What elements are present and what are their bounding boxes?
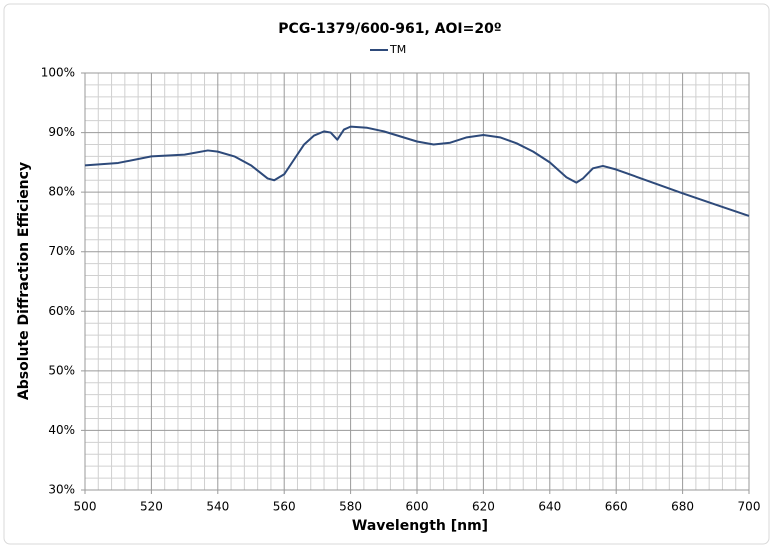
chart-title: PCG-1379/600-961, AOI=20º [278, 21, 502, 37]
y-tick-label: 80% [48, 185, 75, 199]
x-tick-label: 660 [605, 500, 628, 514]
x-tick-label: 580 [339, 500, 362, 514]
y-axis-label: Absolute Diffraction Efficiency [16, 162, 32, 400]
x-tick-label: 560 [273, 500, 296, 514]
x-tick-label: 640 [538, 500, 561, 514]
x-tick-label: 540 [206, 500, 229, 514]
y-tick-label: 90% [48, 125, 75, 139]
x-tick-label: 680 [671, 500, 694, 514]
y-tick-label: 70% [48, 244, 75, 258]
y-tick-label: 60% [48, 304, 75, 318]
x-tick-label: 500 [74, 500, 97, 514]
y-tick-label: 50% [48, 363, 75, 377]
data-line [84, 125, 750, 217]
chart-frame [3, 3, 770, 545]
x-tick-label: 620 [472, 500, 495, 514]
legend-label: TM [389, 43, 406, 56]
plot-border [84, 72, 750, 491]
x-tick-label: 700 [738, 500, 761, 514]
y-tick-label: 40% [48, 423, 75, 437]
x-tick-label: 520 [140, 500, 163, 514]
x-axis-label: Wavelength [nm] [352, 518, 488, 534]
y-tick-label: 30% [48, 483, 75, 497]
y-tick-label: 100% [41, 66, 75, 80]
x-tick-label: 600 [406, 500, 429, 514]
